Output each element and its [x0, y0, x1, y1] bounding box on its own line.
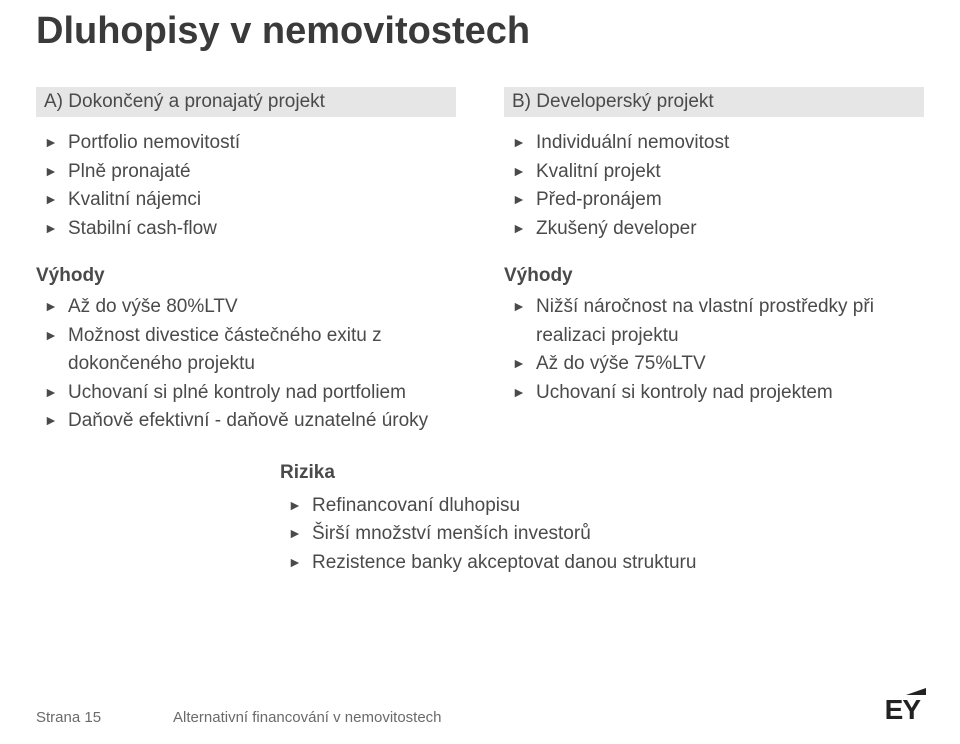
list-item: Zkušený developer: [512, 215, 924, 244]
ey-logo: EY: [885, 694, 924, 726]
risks-label: Rizika: [280, 462, 720, 484]
list-item: Stabilní cash-flow: [44, 215, 456, 244]
column-a-items: Portfolio nemovitostí Plně pronajaté Kva…: [44, 129, 456, 243]
footer-subtitle: Alternativní financování v nemovitostech: [173, 709, 441, 726]
two-column-layout: A) Dokončený a pronajatý projekt Portfol…: [36, 87, 924, 436]
column-a-heading: A) Dokončený a pronajatý projekt: [36, 87, 456, 117]
column-b: B) Developerský projekt Individuální nem…: [504, 87, 924, 436]
column-a-benefits-label: Výhody: [36, 265, 456, 287]
list-item: Daňově efektivní - daňově uznatelné úrok…: [44, 407, 456, 436]
list-item: Uchovaní si plné kontroly nad portfoliem: [44, 379, 456, 408]
list-item: Individuální nemovitost: [512, 129, 924, 158]
list-item: Až do výše 80%LTV: [44, 293, 456, 322]
column-a: A) Dokončený a pronajatý projekt Portfol…: [36, 87, 456, 436]
list-item: Nižší náročnost na vlastní prostředky př…: [512, 293, 924, 350]
list-item: Širší množství menších investorů: [288, 520, 720, 549]
ey-beam-icon: [906, 688, 926, 695]
column-b-items: Individuální nemovitost Kvalitní projekt…: [512, 129, 924, 243]
risks-block: Rizika Refinancovaní dluhopisu Širší mno…: [280, 462, 720, 578]
slide: Dluhopisy v nemovitostech A) Dokončený a…: [0, 0, 960, 744]
column-b-benefits: Nižší náročnost na vlastní prostředky př…: [512, 293, 924, 407]
risks-items: Refinancovaní dluhopisu Širší množství m…: [288, 492, 720, 578]
list-item: Před-pronájem: [512, 186, 924, 215]
column-b-heading: B) Developerský projekt: [504, 87, 924, 117]
list-item: Rezistence banky akceptovat danou strukt…: [288, 549, 720, 578]
footer: Strana 15 Alternativní financování v nem…: [36, 694, 924, 726]
list-item: Refinancovaní dluhopisu: [288, 492, 720, 521]
list-item: Až do výše 75%LTV: [512, 350, 924, 379]
footer-left: Strana 15 Alternativní financování v nem…: [36, 709, 442, 726]
page-title: Dluhopisy v nemovitostech: [36, 10, 924, 53]
list-item: Portfolio nemovitostí: [44, 129, 456, 158]
list-item: Plně pronajaté: [44, 158, 456, 187]
list-item: Uchovaní si kontroly nad projektem: [512, 379, 924, 408]
ey-logo-text: EY: [885, 694, 920, 725]
column-a-benefits: Až do výše 80%LTV Možnost divestice část…: [44, 293, 456, 436]
list-item: Kvalitní nájemci: [44, 186, 456, 215]
column-b-benefits-label: Výhody: [504, 265, 924, 287]
list-item: Možnost divestice částečného exitu z dok…: [44, 322, 456, 379]
page-number: Strana 15: [36, 709, 101, 726]
list-item: Kvalitní projekt: [512, 158, 924, 187]
